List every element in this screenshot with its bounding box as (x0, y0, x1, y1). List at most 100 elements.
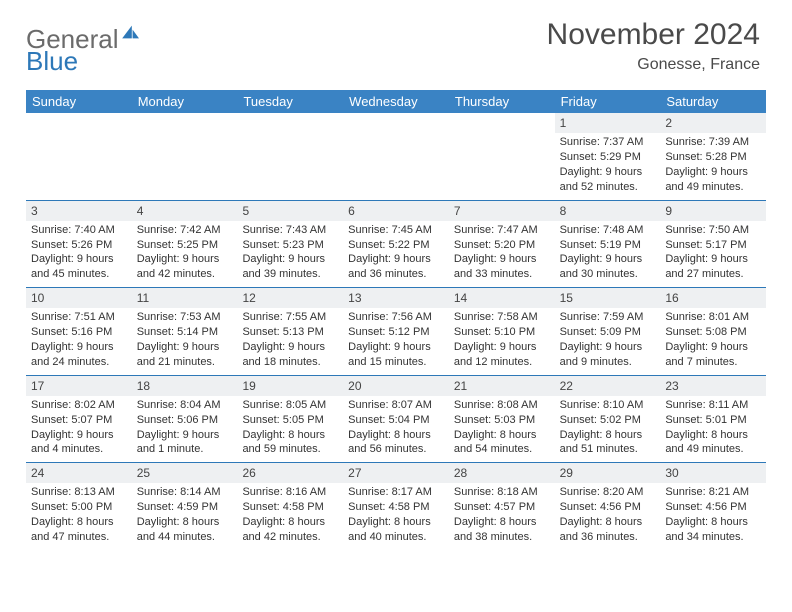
daylight-text: Daylight: 9 hours and 1 minute. (137, 428, 233, 458)
day-cell: 7Sunrise: 7:47 AMSunset: 5:20 PMDaylight… (449, 201, 555, 288)
sunset-text: Sunset: 5:09 PM (560, 325, 656, 340)
sunrise-text: Sunrise: 7:42 AM (137, 223, 233, 238)
daylight-text: Daylight: 9 hours and 39 minutes. (242, 252, 338, 282)
location: Gonesse, France (547, 56, 760, 74)
day-body: Sunrise: 8:07 AMSunset: 5:04 PMDaylight:… (343, 396, 449, 462)
sunset-text: Sunset: 5:22 PM (348, 238, 444, 253)
weekday-col: Tuesday (237, 90, 343, 113)
weekday-col: Wednesday (343, 90, 449, 113)
daylight-text: Daylight: 8 hours and 51 minutes. (560, 428, 656, 458)
sunrise-text: Sunrise: 7:39 AM (665, 135, 761, 150)
day-number: 30 (660, 463, 766, 483)
day-body: Sunrise: 8:14 AMSunset: 4:59 PMDaylight:… (132, 483, 238, 549)
daylight-text: Daylight: 8 hours and 49 minutes. (665, 428, 761, 458)
sunset-text: Sunset: 5:13 PM (242, 325, 338, 340)
daylight-text: Daylight: 9 hours and 52 minutes. (560, 165, 656, 195)
day-body: Sunrise: 7:53 AMSunset: 5:14 PMDaylight:… (132, 308, 238, 374)
daylight-text: Daylight: 9 hours and 27 minutes. (665, 252, 761, 282)
sunrise-text: Sunrise: 8:16 AM (242, 485, 338, 500)
day-body: Sunrise: 7:55 AMSunset: 5:13 PMDaylight:… (237, 308, 343, 374)
day-number: 28 (449, 463, 555, 483)
day-body (26, 117, 132, 124)
day-number: 17 (26, 376, 132, 396)
daylight-text: Daylight: 9 hours and 33 minutes. (454, 252, 550, 282)
sunset-text: Sunset: 5:14 PM (137, 325, 233, 340)
day-body: Sunrise: 7:43 AMSunset: 5:23 PMDaylight:… (237, 221, 343, 287)
sunrise-text: Sunrise: 7:48 AM (560, 223, 656, 238)
day-body (343, 117, 449, 124)
day-body: Sunrise: 8:02 AMSunset: 5:07 PMDaylight:… (26, 396, 132, 462)
daylight-text: Daylight: 8 hours and 56 minutes. (348, 428, 444, 458)
weekday-col: Thursday (449, 90, 555, 113)
day-cell (26, 113, 132, 200)
day-body: Sunrise: 8:20 AMSunset: 4:56 PMDaylight:… (555, 483, 661, 549)
day-cell: 11Sunrise: 7:53 AMSunset: 5:14 PMDayligh… (132, 288, 238, 375)
day-body: Sunrise: 7:51 AMSunset: 5:16 PMDaylight:… (26, 308, 132, 374)
day-body: Sunrise: 8:13 AMSunset: 5:00 PMDaylight:… (26, 483, 132, 549)
day-number: 5 (237, 201, 343, 221)
week-row: 24Sunrise: 8:13 AMSunset: 5:00 PMDayligh… (26, 462, 766, 550)
day-body: Sunrise: 7:58 AMSunset: 5:10 PMDaylight:… (449, 308, 555, 374)
day-body: Sunrise: 8:05 AMSunset: 5:05 PMDaylight:… (237, 396, 343, 462)
daylight-text: Daylight: 9 hours and 21 minutes. (137, 340, 233, 370)
day-body: Sunrise: 7:39 AMSunset: 5:28 PMDaylight:… (660, 133, 766, 199)
sunrise-text: Sunrise: 7:37 AM (560, 135, 656, 150)
daylight-text: Daylight: 9 hours and 18 minutes. (242, 340, 338, 370)
day-number: 4 (132, 201, 238, 221)
day-body: Sunrise: 8:16 AMSunset: 4:58 PMDaylight:… (237, 483, 343, 549)
page-header: GeneralBlue November 2024 Gonesse, Franc… (0, 0, 792, 82)
weekday-header: Sunday Monday Tuesday Wednesday Thursday… (26, 90, 766, 113)
day-number: 1 (555, 113, 661, 133)
daylight-text: Daylight: 9 hours and 42 minutes. (137, 252, 233, 282)
daylight-text: Daylight: 8 hours and 54 minutes. (454, 428, 550, 458)
sunset-text: Sunset: 4:56 PM (665, 500, 761, 515)
week-row: 10Sunrise: 7:51 AMSunset: 5:16 PMDayligh… (26, 287, 766, 375)
daylight-text: Daylight: 8 hours and 44 minutes. (137, 515, 233, 545)
day-cell: 27Sunrise: 8:17 AMSunset: 4:58 PMDayligh… (343, 463, 449, 550)
sunset-text: Sunset: 5:05 PM (242, 413, 338, 428)
day-cell: 22Sunrise: 8:10 AMSunset: 5:02 PMDayligh… (555, 376, 661, 463)
day-body: Sunrise: 7:40 AMSunset: 5:26 PMDaylight:… (26, 221, 132, 287)
day-number: 8 (555, 201, 661, 221)
sunset-text: Sunset: 5:26 PM (31, 238, 127, 253)
day-number: 25 (132, 463, 238, 483)
day-number: 22 (555, 376, 661, 396)
day-cell: 25Sunrise: 8:14 AMSunset: 4:59 PMDayligh… (132, 463, 238, 550)
sunrise-text: Sunrise: 8:11 AM (665, 398, 761, 413)
week-row: 17Sunrise: 8:02 AMSunset: 5:07 PMDayligh… (26, 375, 766, 463)
day-number: 21 (449, 376, 555, 396)
daylight-text: Daylight: 8 hours and 47 minutes. (31, 515, 127, 545)
sunset-text: Sunset: 5:04 PM (348, 413, 444, 428)
sunrise-text: Sunrise: 7:45 AM (348, 223, 444, 238)
month-title: November 2024 (547, 18, 760, 52)
day-body: Sunrise: 7:45 AMSunset: 5:22 PMDaylight:… (343, 221, 449, 287)
title-block: November 2024 Gonesse, France (547, 18, 760, 74)
sunrise-text: Sunrise: 8:04 AM (137, 398, 233, 413)
sunset-text: Sunset: 4:57 PM (454, 500, 550, 515)
day-cell (237, 113, 343, 200)
daylight-text: Daylight: 9 hours and 30 minutes. (560, 252, 656, 282)
weeks-container: 1Sunrise: 7:37 AMSunset: 5:29 PMDaylight… (26, 113, 766, 550)
day-body: Sunrise: 7:59 AMSunset: 5:09 PMDaylight:… (555, 308, 661, 374)
daylight-text: Daylight: 8 hours and 36 minutes. (560, 515, 656, 545)
day-cell: 14Sunrise: 7:58 AMSunset: 5:10 PMDayligh… (449, 288, 555, 375)
sunrise-text: Sunrise: 7:59 AM (560, 310, 656, 325)
sunrise-text: Sunrise: 8:01 AM (665, 310, 761, 325)
day-body: Sunrise: 7:50 AMSunset: 5:17 PMDaylight:… (660, 221, 766, 287)
daylight-text: Daylight: 8 hours and 40 minutes. (348, 515, 444, 545)
sunset-text: Sunset: 5:16 PM (31, 325, 127, 340)
weekday-col: Friday (555, 90, 661, 113)
day-number: 19 (237, 376, 343, 396)
day-number: 2 (660, 113, 766, 133)
week-row: 1Sunrise: 7:37 AMSunset: 5:29 PMDaylight… (26, 113, 766, 200)
day-number: 24 (26, 463, 132, 483)
day-body: Sunrise: 8:08 AMSunset: 5:03 PMDaylight:… (449, 396, 555, 462)
day-cell: 1Sunrise: 7:37 AMSunset: 5:29 PMDaylight… (555, 113, 661, 200)
sunset-text: Sunset: 5:08 PM (665, 325, 761, 340)
daylight-text: Daylight: 9 hours and 15 minutes. (348, 340, 444, 370)
daylight-text: Daylight: 9 hours and 24 minutes. (31, 340, 127, 370)
day-cell: 3Sunrise: 7:40 AMSunset: 5:26 PMDaylight… (26, 201, 132, 288)
day-cell: 10Sunrise: 7:51 AMSunset: 5:16 PMDayligh… (26, 288, 132, 375)
day-cell: 5Sunrise: 7:43 AMSunset: 5:23 PMDaylight… (237, 201, 343, 288)
sunset-text: Sunset: 5:28 PM (665, 150, 761, 165)
